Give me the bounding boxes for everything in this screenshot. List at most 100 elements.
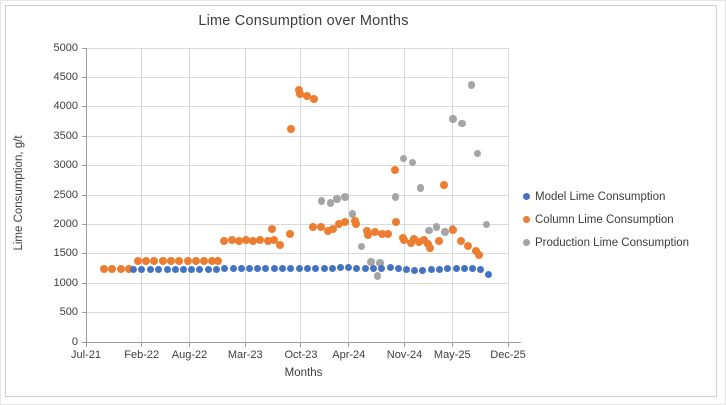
data-point-model: [171, 266, 179, 274]
data-point-production: [408, 158, 417, 167]
y-axis-tick-label: 1000: [53, 276, 78, 289]
data-point-model: [205, 266, 213, 274]
gridline-horizontal: [86, 253, 508, 255]
data-point-column: [234, 236, 243, 245]
y-axis-tick: [82, 194, 86, 196]
x-axis-tick-label: Aug-22: [171, 349, 208, 361]
data-point-model: [452, 265, 460, 273]
data-point-column: [420, 235, 429, 244]
data-point-model: [411, 266, 419, 274]
data-point-model: [229, 265, 237, 272]
y-axis-tick: [82, 165, 86, 167]
y-axis-tick: [82, 135, 86, 137]
data-point-model: [271, 265, 279, 273]
y-axis-tick-label: 3500: [53, 129, 78, 142]
legend-item-column: Column Lime Consumption: [523, 208, 689, 231]
chart-frame-border: [5, 5, 717, 397]
data-point-model: [237, 265, 245, 273]
gridline-vertical: [300, 48, 302, 342]
data-point-column: [159, 257, 168, 266]
data-point-column: [214, 256, 223, 265]
data-point-model: [403, 266, 411, 274]
data-point-production: [473, 149, 482, 157]
data-point-column: [124, 265, 133, 274]
gridline-vertical: [451, 48, 453, 342]
x-axis-tick: [189, 343, 190, 347]
data-point-production: [391, 193, 400, 201]
legend-item-model: Model Lime Consumption: [523, 185, 689, 208]
data-point-model: [245, 265, 253, 272]
data-point-column: [406, 238, 415, 247]
data-point-column: [363, 226, 372, 235]
data-point-column: [133, 256, 142, 265]
data-point-column: [269, 236, 278, 245]
y-axis-tick-label: 2000: [53, 217, 78, 230]
data-point-production: [376, 259, 384, 267]
y-axis-tick-label: 4500: [53, 70, 78, 83]
data-point-column: [439, 181, 448, 189]
data-point-production: [348, 210, 357, 218]
gridline-horizontal: [86, 282, 508, 284]
data-point-column: [175, 257, 184, 266]
y-axis-tick-label: 0: [71, 335, 78, 348]
data-point-production: [467, 81, 476, 89]
data-point-model: [345, 264, 353, 272]
data-point-column: [117, 265, 126, 274]
data-point-production: [373, 272, 382, 280]
data-point-model: [377, 265, 385, 272]
data-point-model: [369, 264, 377, 272]
data-point-column: [199, 256, 208, 265]
legend-marker-icon: [523, 216, 530, 223]
data-point-column: [303, 92, 312, 101]
data-point-column: [425, 243, 434, 252]
data-point-production: [416, 184, 425, 192]
data-point-column: [335, 219, 344, 228]
data-point-column: [464, 242, 473, 251]
y-axis-tick: [82, 76, 86, 78]
data-point-model: [337, 264, 345, 272]
data-point-column: [285, 229, 294, 238]
data-point-model: [303, 265, 311, 272]
x-axis-tick: [403, 343, 405, 347]
data-point-column: [207, 257, 216, 266]
data-point-model: [279, 265, 287, 272]
y-axis-tick-label: 2500: [53, 188, 78, 201]
data-point-column: [227, 236, 236, 245]
data-point-column: [390, 166, 399, 175]
gridline-horizontal: [86, 135, 508, 137]
gridline-horizontal: [86, 165, 508, 167]
data-point-production: [333, 195, 341, 203]
data-point-model: [443, 265, 451, 272]
data-point-model: [196, 265, 204, 273]
x-axis-tick: [300, 343, 302, 347]
data-point-model: [138, 266, 146, 274]
x-axis-tick-label: Dec-25: [490, 349, 526, 361]
y-axis-title: Lime Consumption, g/t: [13, 135, 25, 251]
y-axis-tick: [82, 253, 86, 255]
x-axis-tick-label: May-25: [433, 349, 471, 361]
data-point-production: [317, 197, 326, 205]
y-axis-tick: [82, 341, 86, 343]
data-point-column: [434, 236, 443, 245]
data-point-production: [326, 199, 335, 207]
data-point-model: [262, 265, 270, 272]
x-axis-tick: [141, 343, 143, 347]
y-axis-tick: [82, 106, 86, 108]
y-axis-tick: [82, 282, 86, 284]
data-point-model: [154, 266, 162, 274]
x-axis-tick-label: Nov-24: [386, 349, 423, 361]
data-point-column: [449, 225, 458, 234]
data-point-model: [221, 265, 229, 273]
x-axis-tick: [451, 343, 453, 347]
data-point-column: [363, 231, 372, 240]
data-point-column: [474, 250, 483, 259]
data-point-model: [295, 265, 303, 273]
data-point-production: [341, 193, 349, 201]
data-point-model: [428, 266, 436, 274]
data-point-column: [316, 223, 325, 232]
legend-marker-icon: [523, 239, 530, 246]
data-point-model: [320, 265, 328, 272]
data-point-column: [108, 265, 117, 274]
data-point-column: [219, 236, 228, 245]
x-axis-tick: [348, 343, 350, 347]
